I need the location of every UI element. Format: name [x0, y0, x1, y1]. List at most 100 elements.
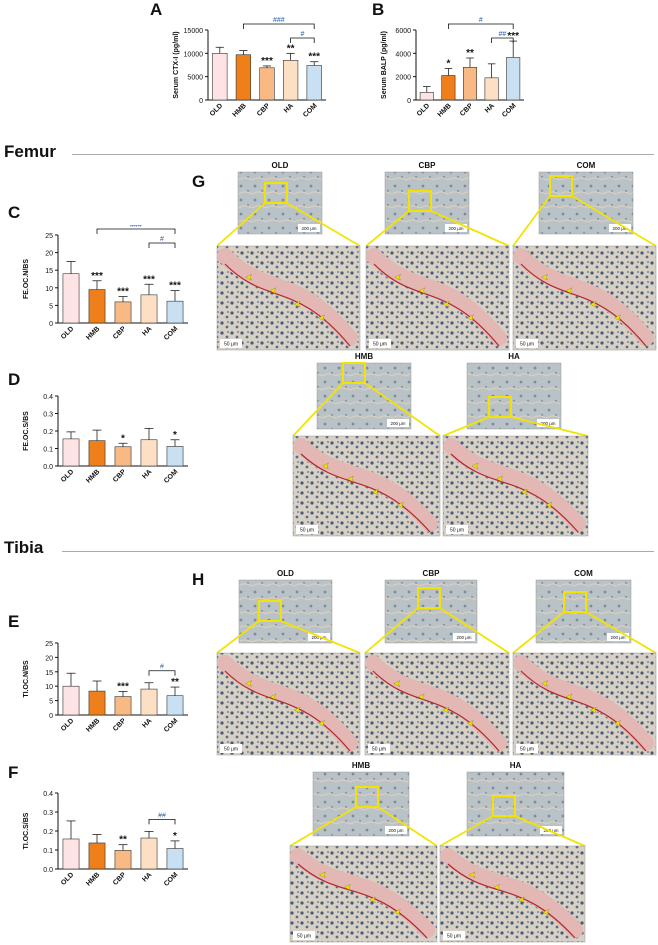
- overview-scale-bar: 200 μm: [607, 633, 629, 641]
- y-tick-label: 5: [49, 699, 53, 706]
- y-axis-label: Serum BALP (pg/ml): [381, 31, 388, 99]
- overview-scale-bar: 200 μm: [537, 419, 559, 427]
- osteoclast-arrow: [418, 287, 426, 295]
- osteoclast-arrow: [520, 488, 528, 496]
- bar-hmb: [88, 690, 106, 716]
- y-axis-label: FE.OC.N/BS: [23, 259, 30, 299]
- significance-bracket: [491, 37, 514, 43]
- significance-bracket: [290, 37, 315, 43]
- overview-scale-label: 200 μm: [543, 828, 558, 833]
- zoom-line: [216, 202, 266, 247]
- osteoclast-arrow: [322, 462, 329, 470]
- overview-scale-bar: 200 μm: [387, 419, 409, 427]
- osteoclast-arrow: [565, 287, 573, 295]
- micrograph-title: HA: [508, 352, 520, 361]
- osteoclast-arrow: [347, 475, 354, 483]
- bar-ha: [140, 688, 158, 716]
- osteoclast-arrow: [318, 720, 325, 727]
- micrograph-title: CBP: [423, 569, 441, 578]
- bracket-label: #: [160, 236, 164, 243]
- trabecula: [217, 248, 358, 346]
- osteoclast-arrow: [614, 314, 621, 322]
- trabecula: [217, 655, 358, 751]
- osteoclast-arrow: [541, 680, 548, 687]
- zoom-line: [442, 416, 490, 437]
- tibia-divider: [62, 551, 654, 552]
- osteoclast-arrow: [269, 287, 277, 295]
- osteoclast-arrow: [394, 908, 401, 916]
- zoom-box: [492, 795, 516, 817]
- significance-stars: ***: [117, 287, 129, 298]
- panel-label-h: H: [192, 570, 205, 589]
- y-tick-label: 0: [49, 713, 53, 720]
- zoom-box: [264, 182, 288, 204]
- zoom-line: [292, 382, 344, 437]
- y-tick-label: 0.2: [43, 429, 53, 436]
- zoom-line: [289, 806, 357, 847]
- zoom-line: [514, 815, 586, 847]
- significance-bracket: [148, 670, 176, 676]
- trabecula: [293, 438, 438, 532]
- bar-ha: [140, 837, 158, 870]
- overview-scale-label: 200 μm: [540, 421, 555, 426]
- osteoclast-arrow: [417, 693, 425, 701]
- bar-old: [62, 685, 80, 716]
- zoom-line: [571, 195, 657, 247]
- zoom-box: [258, 600, 282, 622]
- micrograph-tibia-hmb: HMB 200 μm 50 μm: [289, 761, 438, 943]
- overview-scale-label: 200 μm: [311, 635, 326, 640]
- osteoclast-arrow: [344, 883, 351, 891]
- bracket-label: ###: [130, 225, 142, 229]
- bracket-label: ##: [499, 31, 507, 38]
- overview-scale-bar: 200 μm: [453, 633, 475, 641]
- significance-bracket: [148, 242, 176, 248]
- panel-label-c: C: [8, 203, 21, 222]
- overview-image: [384, 579, 478, 644]
- overview-scale-bar: 200 μm: [540, 826, 562, 834]
- zoom-line: [364, 382, 441, 437]
- panel-label-f: F: [8, 763, 19, 782]
- detail-scale-bar: 50 μm: [220, 339, 242, 348]
- trap-stain: [224, 670, 351, 752]
- zoom-line: [510, 416, 589, 437]
- y-tick-label: 0: [49, 321, 53, 328]
- osteoclast-arrow: [496, 475, 503, 483]
- section-femur: Femur: [4, 142, 56, 161]
- overview-scale-bar: 200 μm: [609, 224, 631, 232]
- zoom-box: [417, 587, 441, 609]
- detail-scale-label: 50 μm: [224, 747, 238, 753]
- detail-scale-label: 50 μm: [447, 934, 461, 940]
- trap-stain: [300, 453, 431, 533]
- y-tick-label: 20: [45, 655, 53, 662]
- osteoclast-arrow: [369, 896, 376, 904]
- osteoclast-arrow: [542, 908, 550, 916]
- significance-stars: ***: [91, 271, 103, 282]
- y-tick-label: 0.1: [43, 447, 53, 454]
- micrograph-tibia-old: OLD 200 μm 50 μm: [216, 569, 361, 756]
- micrograph-femur-ha: HA 200 μm 50 μm: [442, 352, 589, 537]
- y-tick-label: 0.4: [43, 394, 53, 401]
- trap-stain: [373, 263, 500, 347]
- zoom-line: [430, 210, 510, 247]
- micrograph-femur-old: OLD 200 μm 50 μm: [216, 161, 361, 351]
- trap-stain: [520, 263, 647, 347]
- osteoclast-arrow: [541, 273, 548, 281]
- zoom-line: [439, 607, 510, 654]
- y-tick-label: 10: [45, 684, 53, 691]
- y-tick-label: 5: [49, 303, 53, 310]
- panel-label-g: G: [192, 172, 206, 191]
- trap-stain: [224, 263, 351, 347]
- y-tick-label: 0.1: [43, 848, 53, 855]
- bracket-label: ###: [273, 17, 285, 24]
- detail-scale-bar: 50 μm: [220, 744, 242, 753]
- overview-scale-bar: 200 μm: [385, 826, 407, 834]
- micrograph-tibia-cbp: CBP 200 μm 50 μm: [364, 569, 510, 756]
- micrograph-title: HMB: [352, 761, 370, 770]
- zoom-line: [512, 611, 565, 654]
- micrograph-title: COM: [577, 161, 596, 170]
- micrograph-femur-com: COM 200 μm 50 μm: [512, 161, 657, 351]
- significance-stars: **: [171, 677, 179, 688]
- zoom-line: [216, 620, 260, 654]
